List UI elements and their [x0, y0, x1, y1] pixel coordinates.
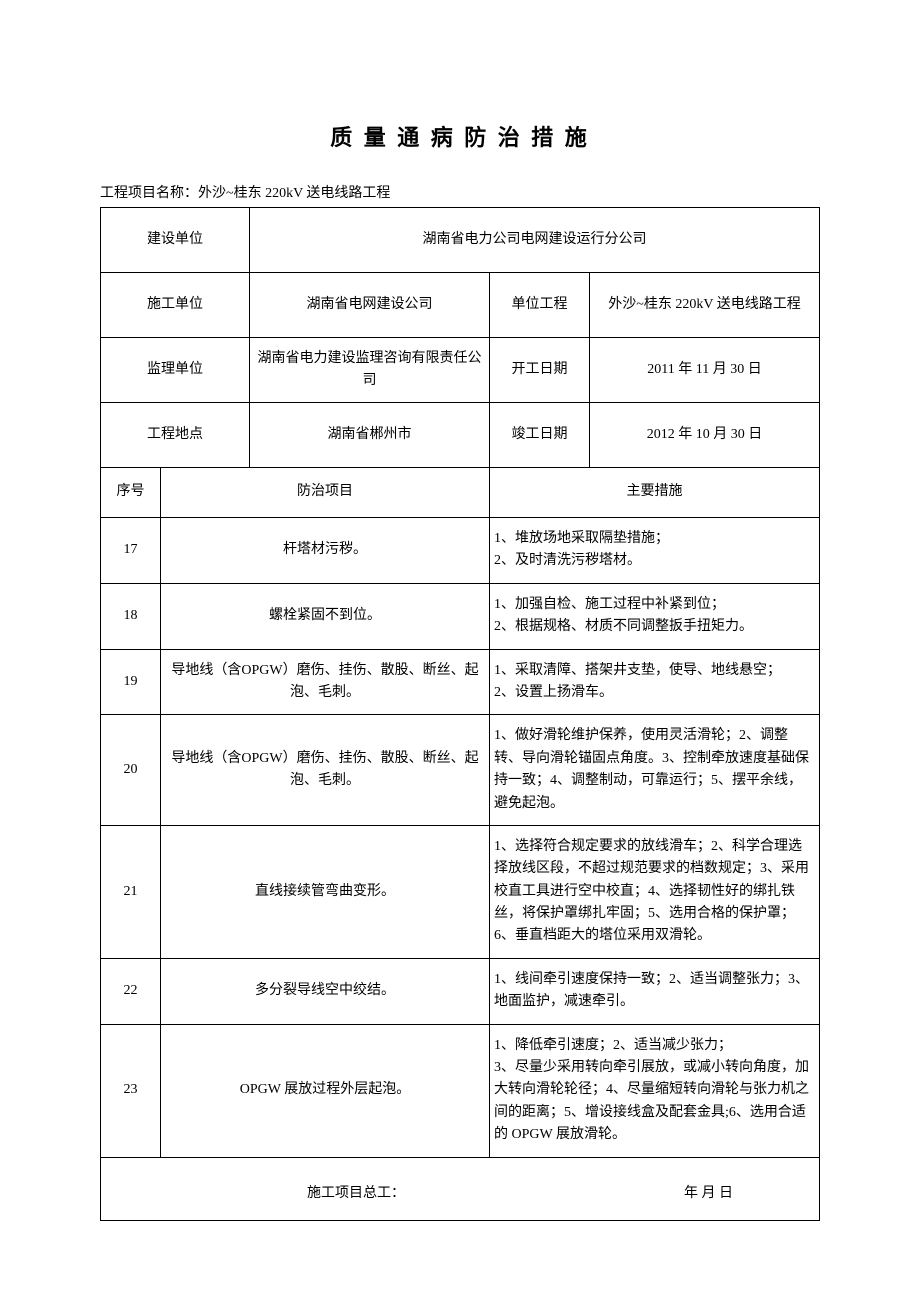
- row-item: 直线接续管弯曲变形。: [161, 825, 490, 958]
- row-seq: 20: [101, 715, 161, 826]
- col-seq-header: 序号: [101, 468, 161, 518]
- unit-project-label: 单位工程: [490, 273, 590, 338]
- row-measure: 1、线间牵引速度保持一致；2、适当调整张力；3、地面监护，减速牵引。: [490, 958, 820, 1024]
- row-seq: 22: [101, 958, 161, 1024]
- col-measure-header: 主要措施: [490, 468, 820, 518]
- footer-row: 施工项目总工： 年 月 日: [101, 1157, 820, 1220]
- row-measure: 1、选择符合规定要求的放线滑车；2、科学合理选择放线区段，不超过规范要求的档数规…: [490, 825, 820, 958]
- row-seq: 23: [101, 1024, 161, 1157]
- project-name: 工程项目名称：外沙~桂东 220kV 送电线路工程: [100, 182, 820, 202]
- row-seq: 17: [101, 518, 161, 584]
- footer-engineer: 施工项目总工：: [307, 1183, 405, 1205]
- table-row: 22多分裂导线空中绞结。1、线间牵引速度保持一致；2、适当调整张力；3、地面监护…: [101, 958, 820, 1024]
- header-row-location: 工程地点 湖南省郴州市 竣工日期 2012 年 10 月 30 日: [101, 403, 820, 468]
- construction-unit-value: 湖南省电力公司电网建设运行分公司: [250, 208, 820, 273]
- column-header-row: 序号 防治项目 主要措施: [101, 468, 820, 518]
- table-row: 19导地线（含OPGW）磨伤、挂伤、散股、断丝、起泡、毛刺。1、采取清障、搭架井…: [101, 649, 820, 715]
- table-row: 23OPGW 展放过程外层起泡。1、降低牵引速度；2、适当减少张力； 3、尽量少…: [101, 1024, 820, 1157]
- header-row-contractor: 施工单位 湖南省电网建设公司 单位工程 外沙~桂东 220kV 送电线路工程: [101, 273, 820, 338]
- row-item: 导地线（含OPGW）磨伤、挂伤、散股、断丝、起泡、毛刺。: [161, 649, 490, 715]
- construction-unit-label: 建设单位: [101, 208, 250, 273]
- location-label: 工程地点: [101, 403, 250, 468]
- table-row: 18螺栓紧固不到位。1、加强自检、施工过程中补紧到位； 2、根据规格、材质不同调…: [101, 583, 820, 649]
- end-date-label: 竣工日期: [490, 403, 590, 468]
- col-item-header: 防治项目: [161, 468, 490, 518]
- start-date-value: 2011 年 11 月 30 日: [590, 338, 820, 403]
- row-item: 杆塔材污秽。: [161, 518, 490, 584]
- row-measure: 1、堆放场地采取隔垫措施； 2、及时清洗污秽塔材。: [490, 518, 820, 584]
- row-measure: 1、采取清障、搭架井支垫，使导、地线悬空； 2、设置上扬滑车。: [490, 649, 820, 715]
- row-item: 螺栓紧固不到位。: [161, 583, 490, 649]
- supervisor-label: 监理单位: [101, 338, 250, 403]
- table-row: 20导地线（含OPGW）磨伤、挂伤、散股、断丝、起泡、毛刺。1、做好滑轮维护保养…: [101, 715, 820, 826]
- row-seq: 21: [101, 825, 161, 958]
- contractor-label: 施工单位: [101, 273, 250, 338]
- page-title: 质 量 通 病 防 治 措 施: [100, 120, 820, 152]
- row-item: 多分裂导线空中绞结。: [161, 958, 490, 1024]
- unit-project-value: 外沙~桂东 220kV 送电线路工程: [590, 273, 820, 338]
- table-row: 17杆塔材污秽。1、堆放场地采取隔垫措施； 2、及时清洗污秽塔材。: [101, 518, 820, 584]
- row-item: OPGW 展放过程外层起泡。: [161, 1024, 490, 1157]
- header-row-construction: 建设单位 湖南省电力公司电网建设运行分公司: [101, 208, 820, 273]
- row-seq: 19: [101, 649, 161, 715]
- row-measure: 1、降低牵引速度；2、适当减少张力； 3、尽量少采用转向牵引展放，或减小转向角度…: [490, 1024, 820, 1157]
- row-measure: 1、加强自检、施工过程中补紧到位； 2、根据规格、材质不同调整扳手扭矩力。: [490, 583, 820, 649]
- supervisor-value: 湖南省电力建设监理咨询有限责任公司: [250, 338, 490, 403]
- start-date-label: 开工日期: [490, 338, 590, 403]
- table-row: 21直线接续管弯曲变形。1、选择符合规定要求的放线滑车；2、科学合理选择放线区段…: [101, 825, 820, 958]
- contractor-value: 湖南省电网建设公司: [250, 273, 490, 338]
- header-row-supervisor: 监理单位 湖南省电力建设监理咨询有限责任公司 开工日期 2011 年 11 月 …: [101, 338, 820, 403]
- main-table: 建设单位 湖南省电力公司电网建设运行分公司 施工单位 湖南省电网建设公司 单位工…: [100, 207, 820, 1221]
- row-seq: 18: [101, 583, 161, 649]
- row-item: 导地线（含OPGW）磨伤、挂伤、散股、断丝、起泡、毛刺。: [161, 715, 490, 826]
- location-value: 湖南省郴州市: [250, 403, 490, 468]
- footer-date: 年 月 日: [684, 1183, 733, 1205]
- end-date-value: 2012 年 10 月 30 日: [590, 403, 820, 468]
- row-measure: 1、做好滑轮维护保养，使用灵活滑轮；2、调整转、导向滑轮锚固点角度。3、控制牵放…: [490, 715, 820, 826]
